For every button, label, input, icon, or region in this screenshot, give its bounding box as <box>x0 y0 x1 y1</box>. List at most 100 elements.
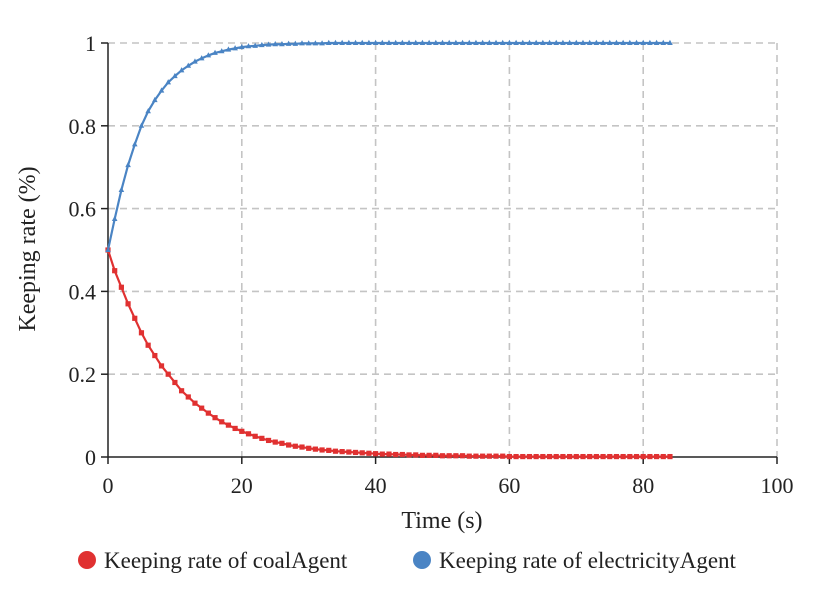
data-point <box>198 55 205 61</box>
data-point <box>439 453 446 459</box>
data-point <box>373 451 379 457</box>
data-point <box>479 39 486 45</box>
data-point <box>412 39 419 45</box>
x-axis-title: Time (s) <box>401 508 482 534</box>
data-point <box>499 39 506 45</box>
data-point <box>299 40 305 46</box>
data-point <box>279 41 285 47</box>
data-point <box>493 453 499 459</box>
data-point <box>332 39 339 45</box>
data-point <box>459 453 466 459</box>
data-point <box>566 39 573 45</box>
data-point <box>105 246 111 252</box>
data-point <box>218 48 225 54</box>
data-point <box>292 443 298 449</box>
data-point <box>433 452 439 458</box>
data-point <box>118 186 125 192</box>
y-axis-title: Keeping rate (%) <box>15 166 41 331</box>
data-point <box>486 39 493 45</box>
data-point <box>413 452 419 458</box>
data-point <box>118 284 124 290</box>
data-point <box>560 453 566 460</box>
legend-label-coal: Keeping rate of coalAgent <box>104 548 348 573</box>
data-point <box>526 39 533 45</box>
data-point <box>292 40 299 46</box>
data-point <box>158 87 165 93</box>
data-point <box>239 43 245 50</box>
data-point <box>346 39 352 45</box>
data-point <box>546 39 553 45</box>
data-point <box>667 39 673 45</box>
legend-marker-electricity <box>413 551 431 569</box>
data-point <box>225 422 232 428</box>
y-tick-label: 0 <box>85 445 96 470</box>
data-point <box>513 453 519 460</box>
data-point <box>573 453 579 460</box>
data-point <box>259 435 265 441</box>
data-point <box>111 215 118 221</box>
data-point <box>593 453 599 460</box>
data-point <box>647 453 653 460</box>
x-tick-label: 20 <box>231 473 253 498</box>
data-point <box>453 39 459 45</box>
y-tick-label: 0.4 <box>69 279 97 304</box>
data-point <box>453 453 459 459</box>
x-tick-label: 0 <box>103 473 114 498</box>
data-point <box>406 39 412 45</box>
data-point <box>199 405 205 411</box>
data-point <box>607 453 613 460</box>
data-point <box>306 445 312 451</box>
data-point <box>325 39 332 45</box>
y-tick-label: 0.2 <box>69 362 97 387</box>
x-tick-label: 60 <box>498 473 520 498</box>
x-tick-label: 100 <box>761 473 794 498</box>
plot-area <box>105 39 673 460</box>
data-point <box>506 453 512 460</box>
data-point <box>359 39 366 45</box>
data-point <box>653 453 660 460</box>
data-point <box>567 453 573 460</box>
series-line-0 <box>106 249 670 458</box>
x-tick-label: 40 <box>365 473 387 498</box>
data-point <box>620 453 626 460</box>
data-point <box>346 449 352 455</box>
data-point <box>339 449 345 455</box>
data-point <box>459 39 466 45</box>
data-point <box>419 39 426 45</box>
data-point <box>145 342 151 348</box>
data-point <box>640 39 646 45</box>
data-point <box>125 161 131 168</box>
data-point <box>125 301 131 307</box>
data-point <box>560 39 566 45</box>
data-point <box>285 40 292 46</box>
data-point <box>185 62 192 68</box>
data-point <box>600 453 606 460</box>
y-tick-label: 0.6 <box>69 197 97 222</box>
data-point <box>580 453 586 460</box>
data-point <box>245 431 252 437</box>
data-point <box>326 447 332 453</box>
data-point <box>627 39 633 45</box>
data-point <box>366 450 372 456</box>
data-point <box>379 39 386 45</box>
axes <box>107 43 777 458</box>
data-point <box>500 453 506 459</box>
data-point <box>205 52 212 58</box>
data-point <box>339 39 345 45</box>
y-tick-label: 0.8 <box>69 114 97 139</box>
data-point <box>466 39 473 45</box>
data-point <box>299 444 305 450</box>
data-point <box>172 72 178 79</box>
data-point <box>600 39 606 45</box>
data-point <box>493 39 499 45</box>
data-point <box>319 40 325 46</box>
legend-label-electricity: Keeping rate of electricityAgent <box>439 548 737 573</box>
data-point <box>480 453 486 459</box>
data-point <box>580 39 586 45</box>
data-point <box>192 58 198 64</box>
data-point <box>366 39 372 45</box>
grid-lines <box>108 42 778 457</box>
data-point <box>352 39 359 45</box>
data-point <box>372 39 379 45</box>
